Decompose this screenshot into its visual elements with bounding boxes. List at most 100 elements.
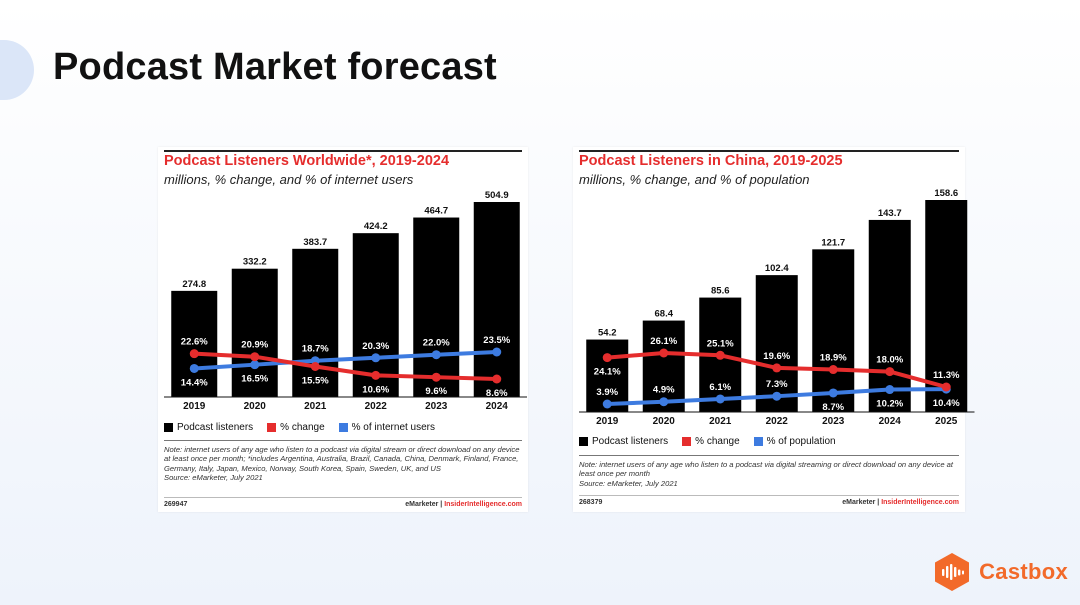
point-change — [431, 372, 441, 382]
legend-label: % change — [695, 436, 740, 447]
legend-swatch-blue — [338, 423, 348, 432]
point-label-change: 22.6% — [181, 337, 208, 348]
chart-card-china: Podcast Listeners in China, 2019-2025 mi… — [573, 147, 975, 512]
point-change — [828, 365, 838, 375]
x-tick-label: 2020 — [653, 416, 676, 427]
x-tick-label: 2025 — [935, 416, 958, 427]
point-label-share: 3.9% — [596, 387, 618, 398]
point-share — [772, 391, 782, 401]
point-share — [659, 397, 669, 407]
point-label-change: 24.1% — [594, 367, 621, 378]
bar — [171, 290, 218, 397]
point-label-change: 8.6% — [486, 388, 508, 399]
point-label-change: 15.5% — [302, 375, 329, 386]
x-tick-label: 2024 — [486, 401, 509, 412]
footer-site: InsiderIntelligence.com — [444, 501, 522, 508]
bar-value-label: 121.7 — [821, 237, 845, 248]
bar — [231, 268, 278, 397]
point-share — [250, 360, 260, 370]
point-change — [602, 353, 612, 363]
line-change — [194, 351, 497, 381]
point-label-change: 9.6% — [425, 386, 447, 397]
point-share — [431, 350, 441, 360]
chart-plot-worldwide: 274.8 2019 332.2 2020 383.7 2021 424.2 2022 464.… — [164, 190, 527, 412]
chart-title: Podcast Listeners in China, 2019-2025 — [579, 153, 843, 169]
legend-label: Podcast listeners — [592, 436, 669, 447]
chart-subtitle: millions, % change, and % of internet us… — [164, 172, 414, 187]
chart-note: Note: internet users of any age who list… — [579, 460, 957, 488]
point-share — [715, 394, 725, 404]
legend-item-change: % change — [267, 422, 325, 433]
brand-name: Castbox — [979, 559, 1068, 584]
x-tick-label: 2023 — [425, 401, 448, 412]
brand-lockup: Castbox — [931, 551, 1068, 593]
chart-footer-source: eMarketer | InsiderIntelligence.com — [842, 499, 959, 506]
point-label-share: 23.5% — [483, 335, 510, 346]
bar-value-label: 464.7 — [424, 206, 448, 217]
chart-plot-china: 54.2 2019 68.4 2020 85.6 2021 102.4 2022 121.7 20… — [579, 188, 975, 427]
legend-separator — [164, 440, 522, 441]
bar-value-label: 158.6 — [934, 188, 958, 199]
bar-value-label: 504.9 — [485, 190, 509, 201]
x-tick-label: 2024 — [879, 416, 902, 427]
footer-brand: eMarketer — [842, 499, 876, 506]
footer-rule — [164, 497, 522, 498]
legend-swatch-black — [579, 437, 588, 446]
point-share — [189, 363, 199, 373]
legend-item-listeners: Podcast listeners — [579, 436, 668, 447]
bar-value-label: 424.2 — [364, 221, 388, 232]
point-label-change: 11.3% — [933, 370, 960, 381]
bar-value-label: 332.2 — [243, 257, 267, 268]
x-tick-label: 2022 — [365, 401, 388, 412]
castbox-logo-icon — [935, 553, 970, 591]
point-label-change: 18.9% — [820, 353, 847, 364]
point-label-change: 20.9% — [241, 340, 268, 351]
note-text: Note: internet users of any age who list… — [164, 445, 520, 473]
point-change — [250, 352, 260, 362]
legend-swatch-blue — [753, 437, 763, 446]
point-label-share: 10.4% — [933, 398, 960, 409]
x-tick-label: 2021 — [709, 416, 732, 427]
point-change — [772, 363, 782, 373]
chart-id: 268379 — [579, 499, 603, 506]
chart-title: Podcast Listeners Worldwide*, 2019-2024 — [164, 153, 450, 169]
point-change — [941, 382, 951, 392]
chart-id: 269947 — [164, 501, 188, 508]
bar — [473, 202, 520, 397]
point-label-change: 19.6% — [763, 351, 790, 362]
point-share — [492, 347, 502, 357]
legend-item-share: % of population — [753, 436, 836, 447]
footer-brand: eMarketer — [405, 501, 439, 508]
bar-value-label: 54.2 — [598, 328, 617, 339]
decorative-blob — [0, 40, 34, 100]
legend-item-change: % change — [682, 436, 740, 447]
x-tick-label: 2020 — [244, 401, 267, 412]
bar — [755, 275, 798, 412]
bar — [292, 248, 339, 397]
x-tick-label: 2019 — [183, 401, 206, 412]
note-text: Note: internet users of any age who list… — [579, 460, 953, 479]
legend-separator — [579, 455, 959, 456]
bar — [812, 249, 855, 412]
chart-legend: Podcast listeners % change % of internet… — [164, 422, 435, 433]
source-text: Source: eMarketer, July 2021 — [579, 478, 678, 488]
point-change — [189, 349, 199, 359]
point-share — [371, 353, 381, 363]
x-tick-label: 2022 — [766, 416, 789, 427]
slide-title: Podcast Market forecast — [53, 46, 497, 88]
point-share — [602, 399, 612, 409]
chart-card-worldwide: Podcast Listeners Worldwide*, 2019-2024 … — [158, 147, 528, 512]
bar — [925, 200, 968, 412]
point-label-share: 10.2% — [876, 399, 903, 410]
footer-rule — [579, 495, 959, 496]
point-change — [310, 361, 320, 371]
legend-swatch-black — [164, 423, 173, 432]
footer-separator: | — [875, 499, 882, 506]
card-top-rule — [164, 150, 522, 152]
bar-value-label: 102.4 — [765, 263, 789, 274]
chart-footer-source: eMarketer | InsiderIntelligence.com — [405, 501, 522, 508]
point-label-change: 26.1% — [650, 336, 677, 347]
x-tick-label: 2019 — [596, 416, 619, 427]
legend-item-share: % of internet users — [338, 422, 435, 433]
chart-legend: Podcast listeners % change % of populati… — [579, 436, 836, 447]
